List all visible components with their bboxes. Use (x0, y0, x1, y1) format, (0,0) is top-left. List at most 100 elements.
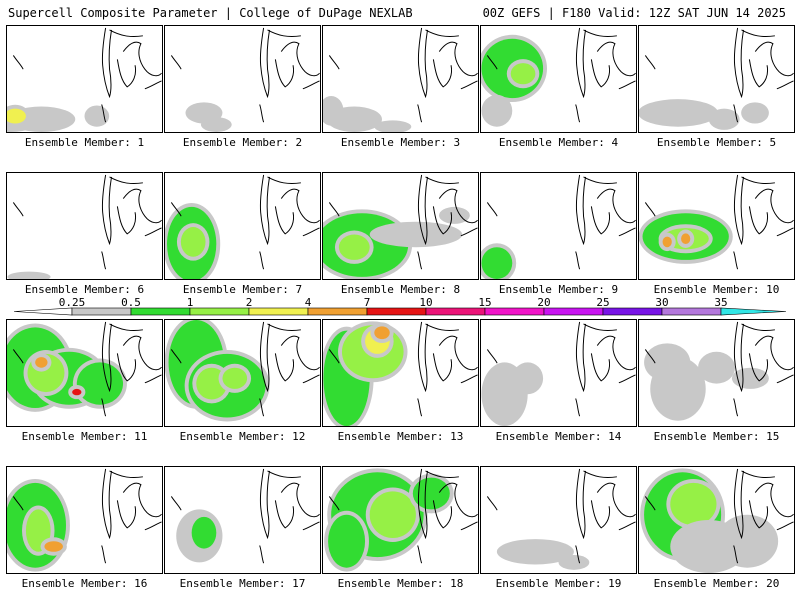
scp-contour (650, 357, 706, 421)
legend-swatch (425, 307, 486, 316)
coastline (109, 29, 143, 38)
coastline (618, 227, 636, 237)
ensemble-panel (638, 25, 795, 133)
coastline (144, 521, 162, 531)
ensemble-member-label: Ensemble Member: 5 (656, 136, 777, 149)
coastline (144, 374, 162, 384)
coastline (328, 349, 340, 364)
scp-contour (708, 108, 740, 130)
panel-map (7, 468, 162, 572)
ensemble-panel (322, 25, 479, 133)
panel-map (644, 321, 794, 421)
coastline (302, 80, 320, 90)
coastline (776, 80, 794, 90)
coastline (596, 335, 636, 371)
ensemble-member-label: Ensemble Member: 4 (498, 136, 619, 149)
scp-contour (716, 514, 779, 568)
legend-swatch (71, 307, 132, 316)
legend-swatch (366, 307, 427, 316)
legend-swatch (602, 307, 663, 316)
coastline (116, 59, 137, 88)
scp-contour (731, 367, 769, 389)
scp-contour (698, 351, 735, 384)
ensemble-member-label: Ensemble Member: 6 (24, 283, 145, 296)
ensemble-member-label: Ensemble Member: 15 (653, 430, 780, 443)
scp-contour (374, 326, 390, 340)
coastline (280, 188, 320, 224)
coastline (776, 521, 794, 531)
ensemble-member-label: Ensemble Member: 17 (179, 577, 306, 590)
legend-arrow-low (13, 307, 73, 316)
coastline (417, 468, 428, 540)
coastline (748, 353, 769, 382)
scp-contour (180, 227, 206, 257)
coastline (596, 188, 636, 224)
coastline (280, 335, 320, 371)
coastline (438, 482, 478, 518)
coastline (116, 353, 137, 382)
coastline (748, 59, 769, 88)
ensemble-panel (164, 466, 321, 574)
coastline (438, 188, 478, 224)
coastline (101, 27, 112, 99)
legend-swatch (661, 307, 722, 316)
coastline (259, 468, 270, 540)
legend-tick-label: 1 (187, 296, 194, 309)
panel-map (639, 27, 794, 130)
coastline (274, 59, 295, 88)
coastline (12, 55, 24, 70)
coastline (644, 202, 656, 217)
panel-map (639, 174, 794, 270)
coastline (754, 482, 794, 518)
ensemble-panel (6, 319, 163, 427)
coastline (575, 321, 586, 393)
coastline (101, 174, 112, 246)
ensemble-member-label: Ensemble Member: 20 (653, 577, 780, 590)
panel-map (323, 174, 478, 279)
coastline (583, 29, 617, 38)
coastline (590, 353, 611, 382)
panel-map (486, 468, 636, 570)
coastline (101, 104, 107, 123)
scp-contour (741, 102, 769, 124)
coastline (274, 500, 295, 529)
coastline (754, 41, 794, 77)
coastline (486, 55, 498, 70)
coastline (432, 59, 453, 88)
coastline (109, 470, 143, 479)
coastline (425, 470, 459, 479)
ensemble-panel (6, 172, 163, 280)
coastline (259, 321, 270, 393)
coastline (170, 202, 182, 217)
panel-map (323, 321, 478, 426)
panel-map (7, 174, 162, 279)
coastline (776, 227, 794, 237)
legend-tick-label: 0.25 (59, 296, 86, 309)
coastline (575, 27, 586, 99)
coastline (170, 349, 182, 364)
legend-swatch (130, 307, 191, 316)
coastline (460, 521, 478, 531)
ensemble-member-label: Ensemble Member: 2 (182, 136, 303, 149)
scp-contour (326, 106, 383, 132)
panel-map (481, 321, 636, 426)
ensemble-panel (638, 319, 795, 427)
legend-tick-label: 0.5 (121, 296, 141, 309)
scp-contour (439, 206, 470, 224)
coastline (583, 323, 617, 332)
scp-contour (84, 105, 110, 127)
ensemble-panel (480, 319, 637, 427)
legend-tick-label: 35 (714, 296, 727, 309)
coastline (733, 321, 744, 393)
coastline (328, 496, 340, 511)
legend-tick-label: 20 (537, 296, 550, 309)
panel-map (481, 174, 636, 279)
coastline (618, 374, 636, 384)
coastline (109, 176, 143, 185)
scp-contour (72, 388, 82, 396)
scp-contour (328, 514, 366, 568)
coastline (417, 174, 428, 246)
ensemble-member-label: Ensemble Member: 10 (653, 283, 780, 296)
legend-swatch (189, 307, 250, 316)
coastline (425, 176, 459, 185)
